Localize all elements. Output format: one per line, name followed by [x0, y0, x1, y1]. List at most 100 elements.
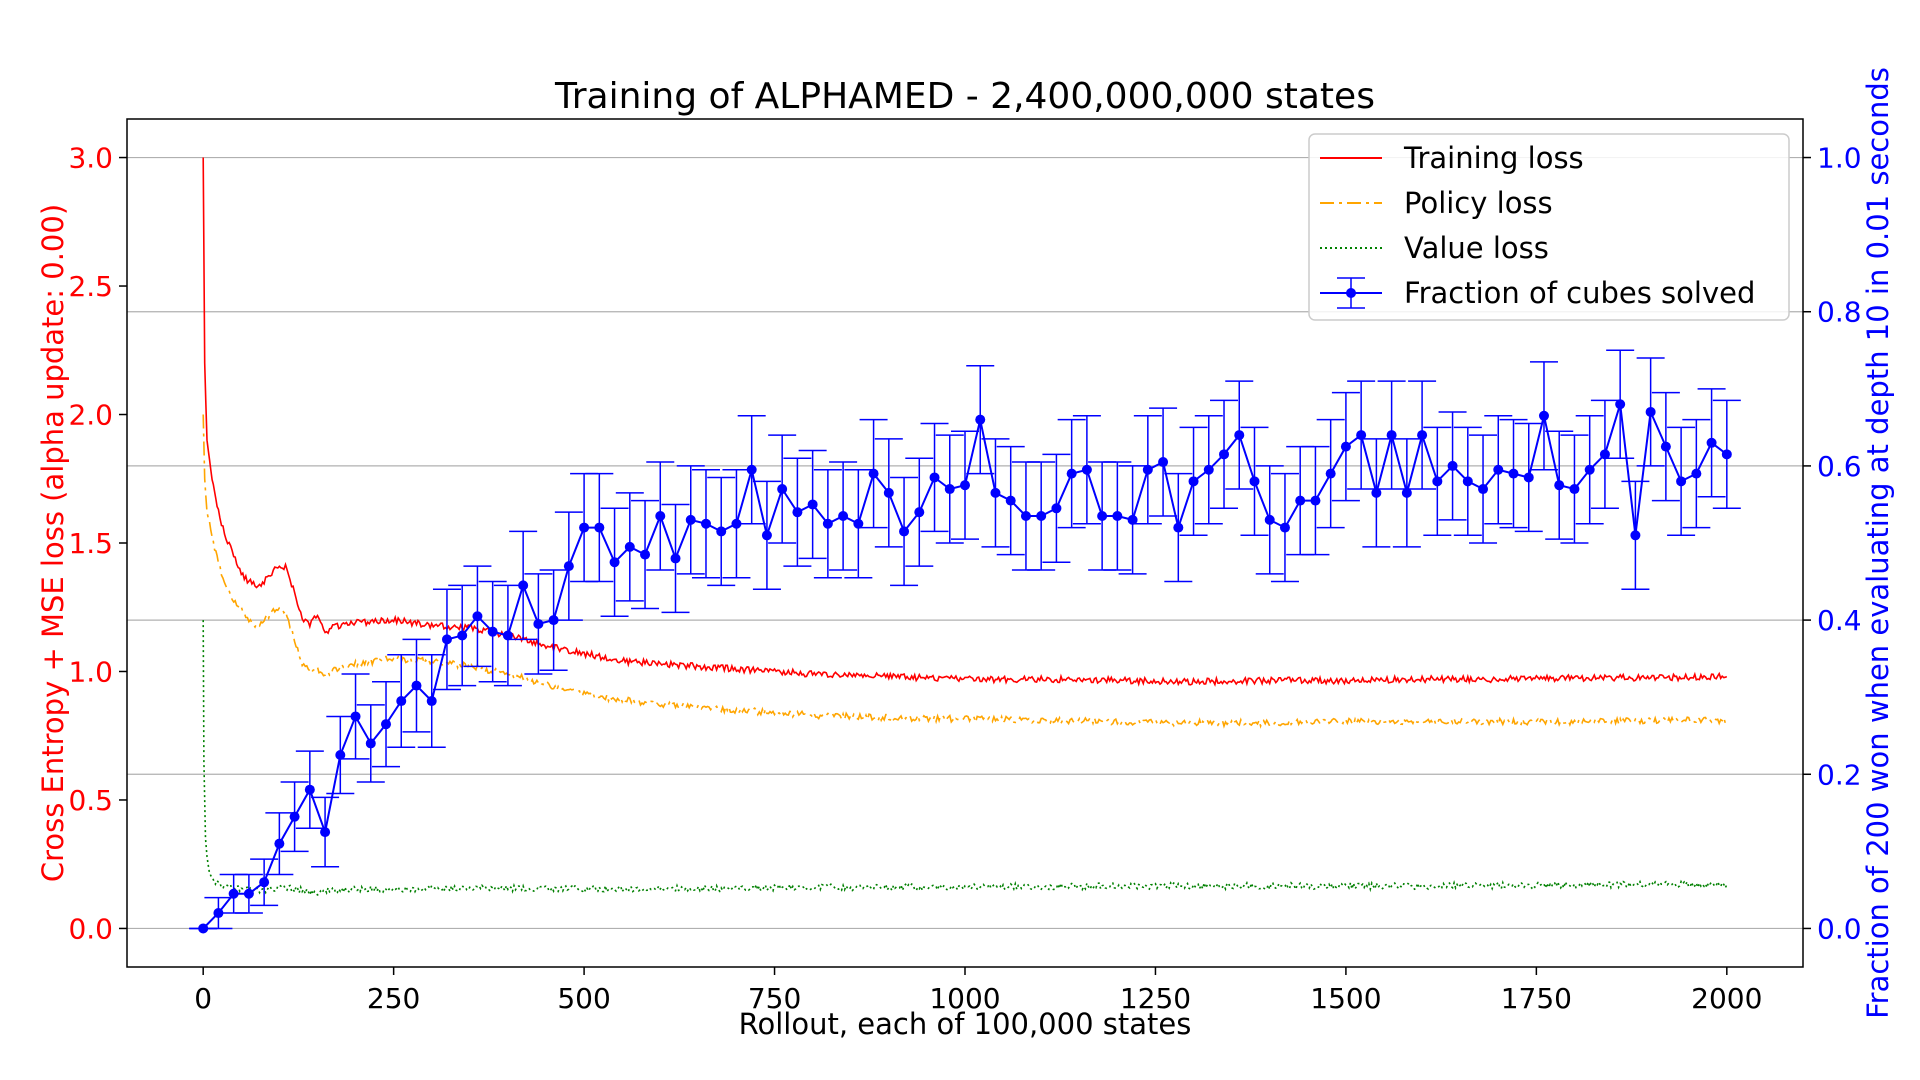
- data-point: [1081, 464, 1092, 475]
- data-point: [700, 518, 711, 529]
- data-point: [472, 611, 483, 622]
- data-point: [624, 541, 635, 552]
- legend-item: Fraction of cubes solved: [1320, 276, 1755, 310]
- data-point: [518, 580, 529, 591]
- data-point: [975, 414, 986, 425]
- data-point: [1219, 449, 1230, 460]
- y-left-tick-label: 0.5: [68, 784, 113, 817]
- data-point: [1676, 476, 1687, 487]
- legend-box: [1308, 133, 1790, 321]
- data-point: [1508, 468, 1519, 479]
- y-right-tick-label: 0.8: [1817, 296, 1862, 329]
- data-point: [1203, 464, 1214, 475]
- y-left-tick-label: 1.0: [68, 655, 113, 688]
- data-point: [899, 526, 910, 537]
- data-point: [1234, 430, 1245, 441]
- data-point: [1279, 522, 1290, 533]
- data-point: [990, 487, 1001, 498]
- x-tick-label: 250: [367, 982, 420, 1015]
- data-point: [274, 838, 285, 849]
- x-tick-label: 1500: [1310, 982, 1381, 1015]
- y-right-tick-label: 0.2: [1817, 758, 1862, 791]
- data-point: [1386, 430, 1397, 441]
- legend-item: Training loss: [1320, 141, 1584, 175]
- data-point: [1432, 476, 1443, 487]
- data-point: [1158, 457, 1169, 468]
- x-tick-label: 750: [748, 982, 801, 1015]
- data-point: [670, 553, 681, 564]
- data-point: [1706, 437, 1717, 448]
- data-point: [579, 522, 590, 533]
- data-point: [1340, 441, 1351, 452]
- data-point: [304, 784, 315, 795]
- data-point: [1584, 464, 1595, 475]
- data-point: [289, 811, 300, 822]
- legend-label: Policy loss: [1404, 186, 1553, 220]
- y-left-tick-label: 1.5: [68, 527, 113, 560]
- data-point: [365, 738, 376, 749]
- series-policy-loss: [202, 414, 1728, 729]
- series-line: [202, 620, 1728, 898]
- data-point: [685, 514, 696, 525]
- data-point: [792, 507, 803, 518]
- data-point: [731, 518, 742, 529]
- series-training-loss: [202, 157, 1728, 687]
- data-point: [1097, 511, 1108, 522]
- x-tick-label: 1250: [1120, 982, 1191, 1015]
- data-point: [259, 877, 270, 888]
- data-point: [1020, 511, 1031, 522]
- data-point: [1554, 480, 1565, 491]
- legend-label: Training loss: [1403, 141, 1584, 175]
- data-point: [1066, 468, 1077, 479]
- data-point: [1127, 514, 1138, 525]
- legend-item: Policy loss: [1320, 186, 1553, 220]
- data-point: [853, 518, 864, 529]
- data-point: [594, 522, 605, 533]
- data-point: [761, 530, 772, 541]
- data-point: [1188, 476, 1199, 487]
- y-right-tick-label: 1.0: [1817, 142, 1862, 175]
- data-point: [1569, 484, 1580, 495]
- y-axis-right-label: Fraction of 200 won when evaluating at d…: [1861, 67, 1895, 1019]
- data-point: [1112, 511, 1123, 522]
- data-point: [1051, 503, 1062, 514]
- data-point: [1691, 468, 1702, 479]
- legend-label: Value loss: [1404, 231, 1549, 265]
- data-point: [1538, 410, 1549, 421]
- y-right-tick-label: 0.0: [1817, 912, 1862, 945]
- series-line: [202, 157, 1728, 687]
- data-point: [1401, 487, 1412, 498]
- data-point: [320, 827, 331, 838]
- y-left-tick-label: 3.0: [68, 142, 113, 175]
- data-point: [1478, 484, 1489, 495]
- data-point: [640, 549, 651, 560]
- legend-label: Fraction of cubes solved: [1404, 276, 1755, 310]
- data-point: [655, 511, 666, 522]
- x-tick-label: 0: [194, 982, 212, 1015]
- data-point: [1249, 476, 1260, 487]
- data-point: [548, 615, 559, 626]
- data-point: [868, 468, 879, 479]
- x-tick-label: 500: [557, 982, 610, 1015]
- data-point: [807, 499, 818, 510]
- data-point: [1630, 530, 1641, 541]
- data-point: [1462, 476, 1473, 487]
- data-point: [1036, 511, 1047, 522]
- series-layer: [189, 157, 1741, 934]
- data-point: [213, 908, 224, 919]
- data-point: [944, 484, 955, 495]
- y-right-tick-label: 0.6: [1817, 450, 1862, 483]
- data-point: [1615, 399, 1626, 410]
- x-axis-label: Rollout, each of 100,000 states: [739, 1007, 1192, 1041]
- data-point: [502, 630, 513, 641]
- data-point: [563, 561, 574, 572]
- x-tick-label: 1000: [929, 982, 1000, 1015]
- data-point: [1295, 495, 1306, 506]
- data-point: [1325, 468, 1336, 479]
- data-point: [1493, 464, 1504, 475]
- y-left-tick-label: 2.0: [68, 399, 113, 432]
- data-point: [1264, 514, 1275, 525]
- data-point: [350, 711, 361, 722]
- data-point: [746, 464, 757, 475]
